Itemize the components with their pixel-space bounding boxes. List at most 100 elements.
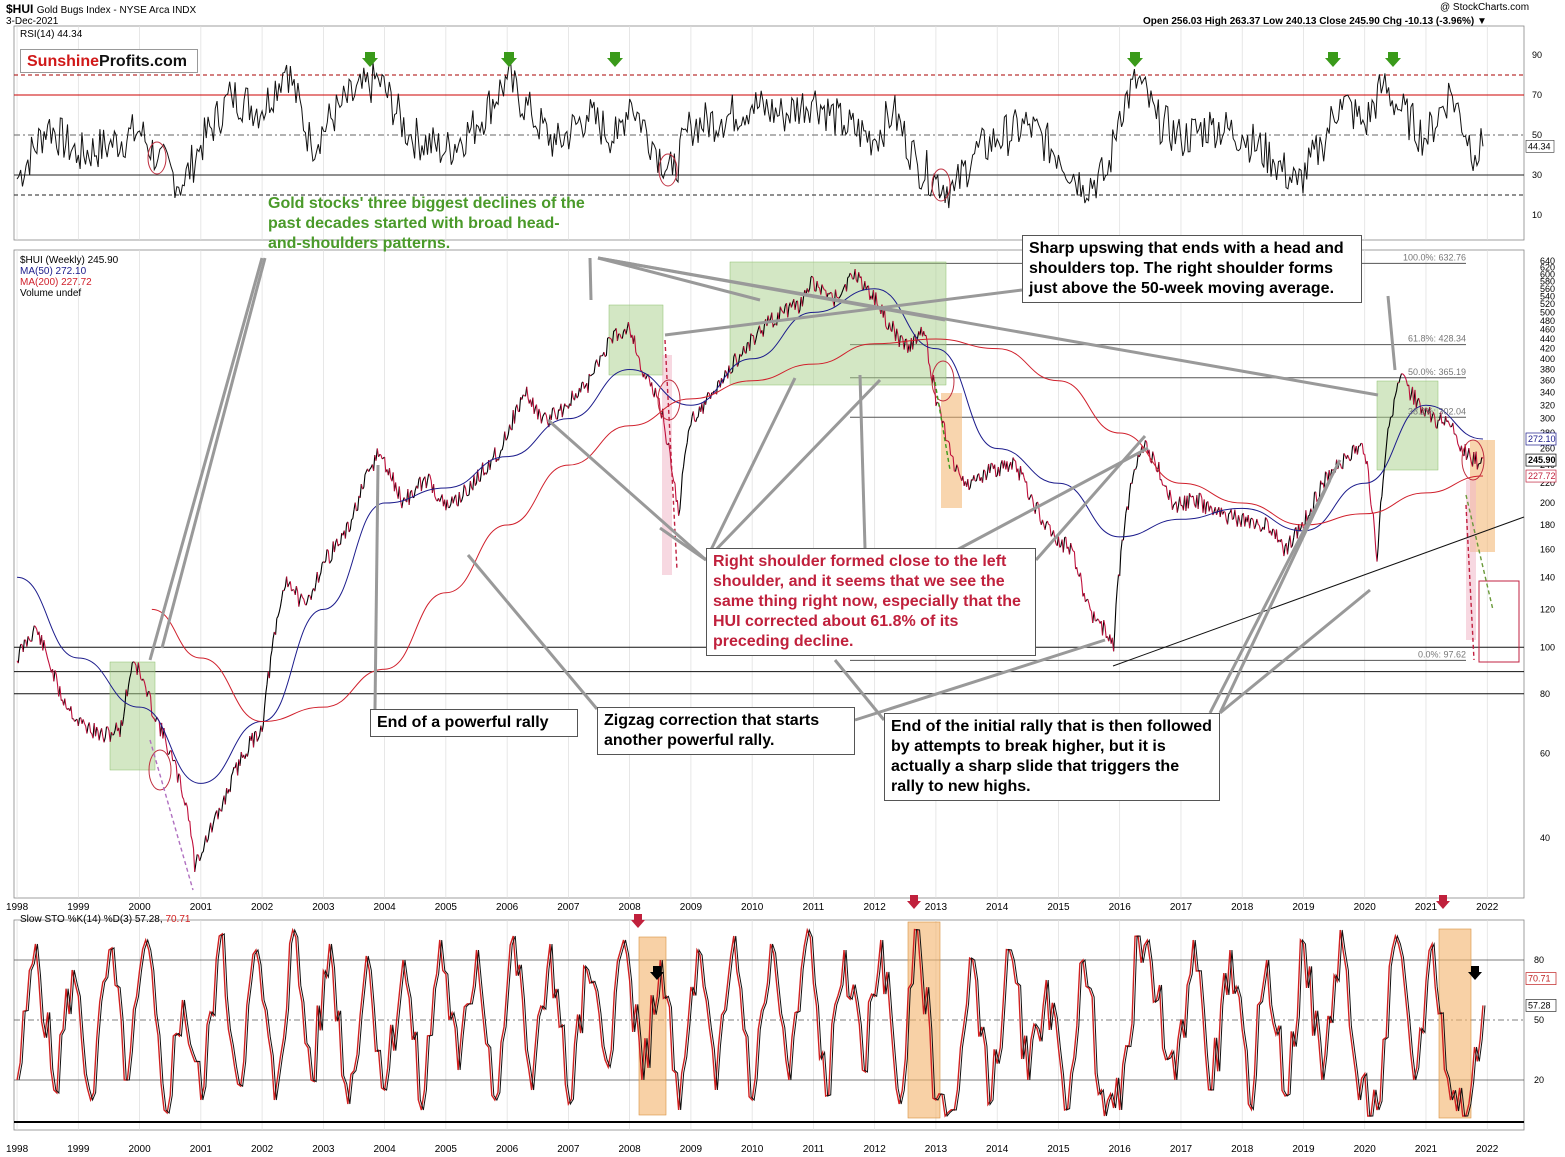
ma200-line [151,338,1483,723]
year-label-2010: 2010 [741,902,764,913]
year-label-2021: 2021 [1415,902,1438,913]
price-legend-1: $HUI (Weekly) 245.90 [20,255,119,266]
pointer-line [858,374,867,549]
year-label-bottom-2000: 2000 [128,1144,151,1155]
pointer-line [833,659,886,721]
rsi-tick-10: 10 [1532,210,1542,220]
rsi-green-arrow [607,52,623,67]
sto-black-arrow [650,966,664,980]
price-tick-300: 300 [1540,414,1555,424]
year-label-bottom-2011: 2011 [803,1144,825,1155]
sto-black-arrow [1468,966,1482,980]
year-label-bottom-2007: 2007 [557,1144,580,1155]
sto-tick-80: 80 [1534,955,1544,965]
year-label-bottom-2004: 2004 [373,1144,396,1155]
price-tick-400: 400 [1540,354,1555,364]
price-tick-420: 420 [1540,344,1555,354]
orange-box [941,393,962,508]
stoch-title: Slow STO %K(14) %D(3) 57.28, 70.71 [20,914,191,925]
ma50-line [17,288,1483,784]
pointer-line [597,256,946,322]
year-label-2014: 2014 [986,902,1009,913]
price-tick-200: 200 [1540,498,1555,508]
price-tick-120: 120 [1540,604,1555,614]
pointer-line [1034,435,1147,561]
pointer-line [588,257,593,301]
orange-box [662,355,672,575]
year-label-2018: 2018 [1231,902,1254,913]
price-tick-260: 260 [1540,443,1555,453]
orange-box [1466,480,1476,640]
price-tick-620: 620 [1540,263,1555,273]
year-label-2005: 2005 [435,902,458,913]
green-box [109,661,156,771]
annotation-initial-rally: End of the initial rally that is then fo… [884,713,1220,801]
pointer-line [547,418,707,562]
annotation-powerful-rally: End of a powerful rally [370,709,578,737]
year-label-bottom-2020: 2020 [1354,1144,1377,1155]
price-tick-340: 340 [1540,388,1555,398]
year-label-bottom-2003: 2003 [312,1144,335,1155]
year-label-2000: 2000 [128,902,151,913]
target-box [1478,580,1520,663]
year-label-2007: 2007 [557,902,580,913]
price-tick-500: 500 [1540,307,1555,317]
price-tick-460: 460 [1540,325,1555,335]
rsi-red-circle [658,153,678,187]
year-label-bottom-2021: 2021 [1415,1144,1438,1155]
year-label-bottom-2018: 2018 [1231,1144,1254,1155]
sto-red-arrow [1436,895,1450,909]
year-label-bottom-2010: 2010 [741,1144,764,1155]
price-last-box [1525,432,1557,446]
price-legend-3: MA(200) 227.72 [20,277,92,288]
green-box [1376,380,1439,471]
rsi-tick-90: 90 [1532,50,1542,60]
pointer-line [1386,295,1397,371]
panel-frame-1 [13,249,1525,899]
sto-tick-20: 20 [1534,1075,1544,1085]
price-last-box [1525,469,1557,483]
rsi-red-circle [931,168,951,202]
fib-label: 61.8%: 428.34 [1408,334,1466,344]
year-label-bottom-1999: 1999 [67,1144,90,1155]
support-trendline [1112,516,1525,667]
price-tick-560: 560 [1540,284,1555,294]
sto-red-arrow [631,914,645,928]
year-label-bottom-2001: 2001 [190,1144,213,1155]
annotation-pointers [148,256,1397,722]
year-label-2001: 2001 [190,902,213,913]
pointer-line [854,638,1106,722]
pointer-line [704,377,797,561]
price-red-circle [931,360,955,402]
year-label-bottom-2009: 2009 [680,1144,703,1155]
projection-line [934,381,951,471]
panel-frame-0 [13,25,1525,241]
price-legend-4: Volume undef [20,288,82,299]
annotation-zigzag: Zigzag correction that starts another po… [597,707,855,755]
year-label-bottom-1998: 1998 [6,1144,29,1155]
sunshine-profits-logo: SunshineProfits.com [20,49,198,73]
pointer-line [659,526,707,562]
pointer-line [664,288,1023,337]
year-label-bottom-2002: 2002 [251,1144,274,1155]
pointer-line [597,256,761,302]
year-label-bottom-2005: 2005 [435,1144,458,1155]
pointer-line [466,554,599,710]
price-tick-100: 100 [1540,642,1555,652]
year-label-bottom-2015: 2015 [1047,1144,1070,1155]
price-tick-540: 540 [1540,291,1555,301]
header-date: 3-Dec-2021 [6,16,59,27]
year-label-2022: 2022 [1476,902,1499,913]
price-tick-60: 60 [1540,749,1550,759]
year-label-bottom-2014: 2014 [986,1144,1009,1155]
price-last-label: 227.72 [1528,471,1556,481]
pointer-line [373,464,380,710]
rsi-green-arrow [501,52,517,67]
pointer-line [148,257,264,661]
price-tick-520: 520 [1540,299,1555,309]
rsi-red-circle [147,141,167,175]
year-label-2016: 2016 [1109,902,1132,913]
year-label-bottom-2008: 2008 [619,1144,642,1155]
fib-label: 50.0%: 365.19 [1408,367,1466,377]
